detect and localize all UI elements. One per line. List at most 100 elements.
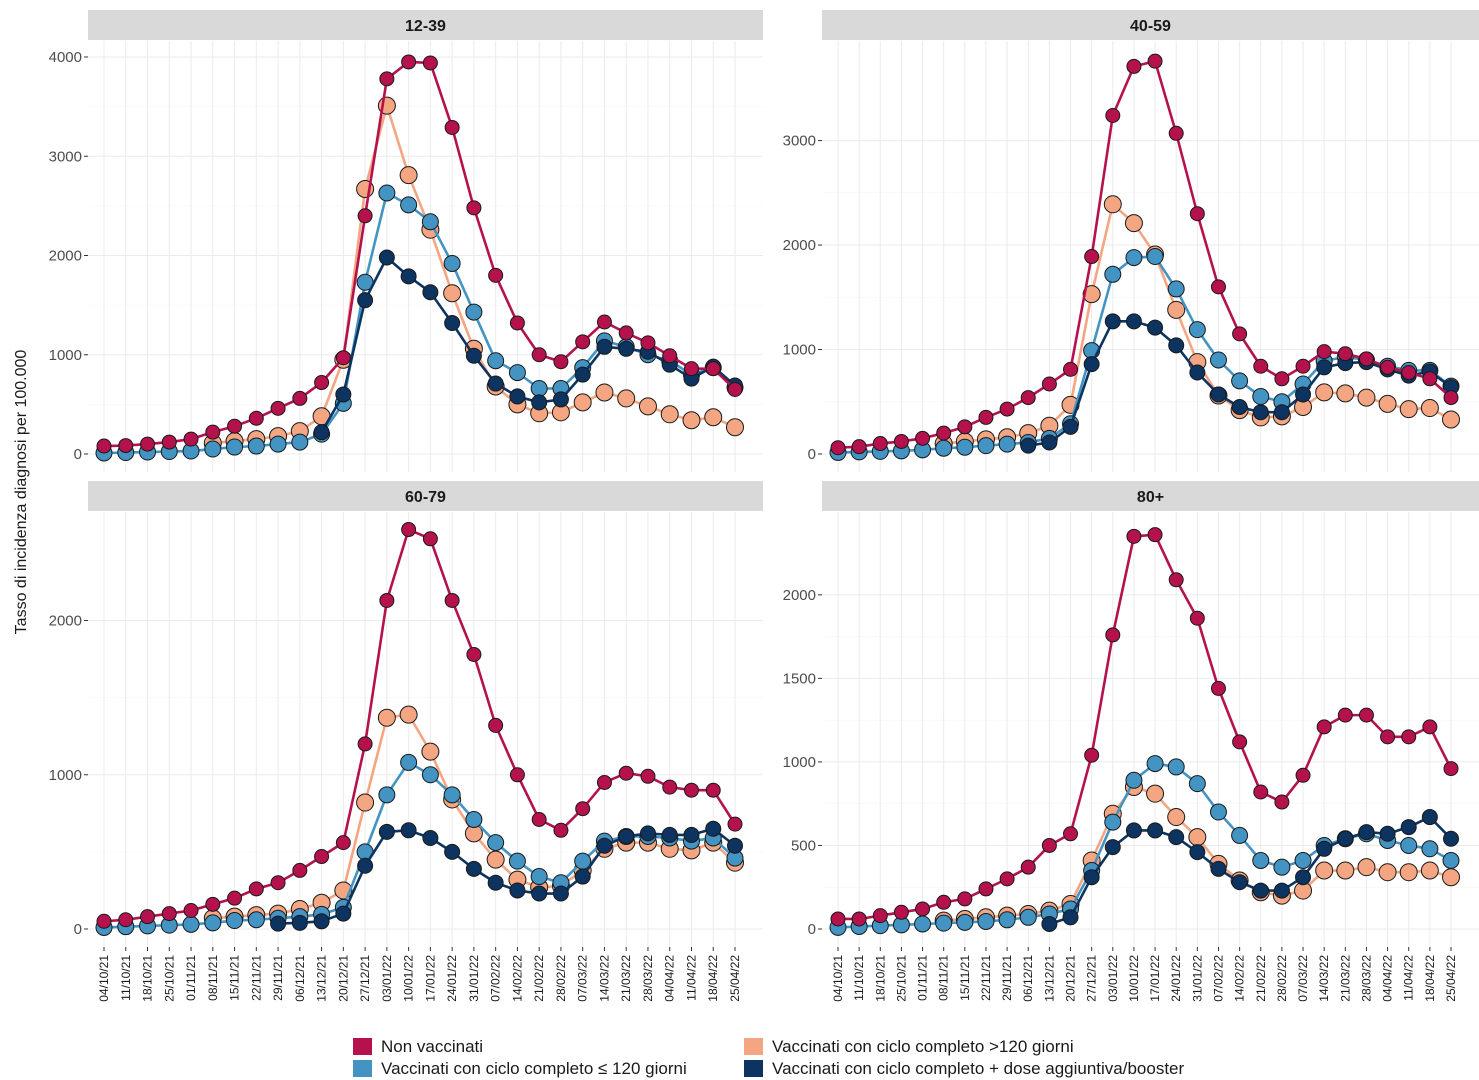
y-tick-label: 3000 <box>49 148 82 165</box>
data-point <box>851 911 867 927</box>
data-point <box>1105 108 1121 124</box>
data-point <box>1336 384 1355 403</box>
data-point <box>314 849 330 865</box>
data-point <box>443 254 461 272</box>
data-point <box>1105 627 1121 643</box>
data-point <box>705 820 722 837</box>
data-point <box>356 793 375 812</box>
x-tick-label: 25/04/22 <box>728 955 742 1002</box>
data-point <box>1294 851 1312 869</box>
legend-swatch <box>353 1038 372 1055</box>
data-point <box>1168 829 1185 846</box>
data-point <box>1063 361 1079 377</box>
x-tick-label: 27/12/21 <box>358 955 372 1002</box>
data-point <box>161 906 177 922</box>
data-point <box>915 430 931 446</box>
data-point <box>292 390 308 406</box>
x-tick-label: 01/11/21 <box>916 955 930 1001</box>
series-layer <box>829 527 1460 936</box>
y-tick-label: 0 <box>808 921 816 938</box>
data-point <box>1422 371 1438 387</box>
data-point <box>1253 358 1269 374</box>
legend-swatch <box>744 1060 763 1077</box>
data-point <box>957 419 973 435</box>
series-line <box>837 255 1452 454</box>
data-point <box>1421 840 1439 858</box>
data-point <box>1232 326 1248 342</box>
data-point <box>335 386 352 403</box>
data-point <box>509 882 526 899</box>
data-point <box>488 717 504 733</box>
data-point <box>1443 390 1459 406</box>
data-point <box>998 435 1016 453</box>
panel-title: 12-39 <box>405 18 446 35</box>
data-point <box>1124 214 1143 233</box>
data-point <box>183 431 199 447</box>
data-point <box>1062 909 1079 926</box>
data-point <box>999 401 1015 417</box>
x-tick-label: 04/04/22 <box>663 955 677 1002</box>
data-point <box>705 782 721 798</box>
panel-strip <box>88 10 763 40</box>
data-point <box>465 303 483 321</box>
data-point <box>1126 528 1142 544</box>
data-point <box>399 705 418 724</box>
x-tick-label: 06/12/21 <box>1021 955 1035 1002</box>
data-point <box>227 418 243 434</box>
x-tick-label: 07/03/22 <box>1296 955 1310 1002</box>
x-tick-label: 27/12/21 <box>1085 955 1099 1002</box>
data-point <box>727 837 743 854</box>
data-point <box>1210 386 1227 403</box>
data-point <box>914 915 932 933</box>
x-tick-label: 24/01/22 <box>445 955 459 1002</box>
x-tick-label: 04/10/21 <box>831 955 845 1002</box>
data-point <box>444 843 461 860</box>
y-tick-label: 0 <box>74 446 82 463</box>
data-point <box>488 267 504 283</box>
data-point <box>1316 359 1333 376</box>
data-point <box>662 348 678 364</box>
data-point <box>1401 729 1417 745</box>
data-point <box>1252 388 1270 406</box>
x-tick-label: 11/10/21 <box>852 955 866 1001</box>
data-point <box>552 391 569 408</box>
panel-title: 60-79 <box>405 489 446 506</box>
y-tick-label: 1000 <box>49 347 82 364</box>
data-point <box>727 816 743 832</box>
data-point <box>1041 915 1058 932</box>
y-tick-label: 0 <box>74 921 82 938</box>
data-point <box>1041 376 1057 392</box>
data-point <box>378 823 395 840</box>
series-line <box>838 533 1453 921</box>
x-tick-label: 28/03/22 <box>641 955 655 1002</box>
data-point <box>662 779 678 795</box>
data-point <box>618 765 634 781</box>
data-point <box>508 364 526 382</box>
y-tick-label: 1000 <box>783 754 816 771</box>
data-point <box>1147 53 1163 69</box>
data-point <box>1358 707 1374 723</box>
data-point <box>1189 206 1205 222</box>
data-point <box>466 200 482 216</box>
data-point <box>596 338 613 355</box>
data-point <box>1062 418 1079 435</box>
data-point <box>553 354 569 370</box>
data-point <box>1084 249 1100 265</box>
data-point <box>140 909 156 925</box>
x-tick-label: 14/03/22 <box>597 955 611 1002</box>
data-point <box>248 410 264 426</box>
data-point <box>1188 775 1206 793</box>
x-tick-label: 03/01/22 <box>1106 955 1120 1002</box>
data-point <box>683 782 699 798</box>
data-point <box>399 166 418 185</box>
data-point <box>1209 351 1227 369</box>
data-point <box>400 753 418 771</box>
data-point <box>999 871 1015 887</box>
data-point <box>1188 321 1206 339</box>
x-tick-label: 21/03/22 <box>1338 955 1352 1002</box>
data-point <box>1147 319 1164 336</box>
data-point <box>291 914 308 931</box>
data-point <box>204 914 222 932</box>
data-point <box>1189 610 1205 626</box>
